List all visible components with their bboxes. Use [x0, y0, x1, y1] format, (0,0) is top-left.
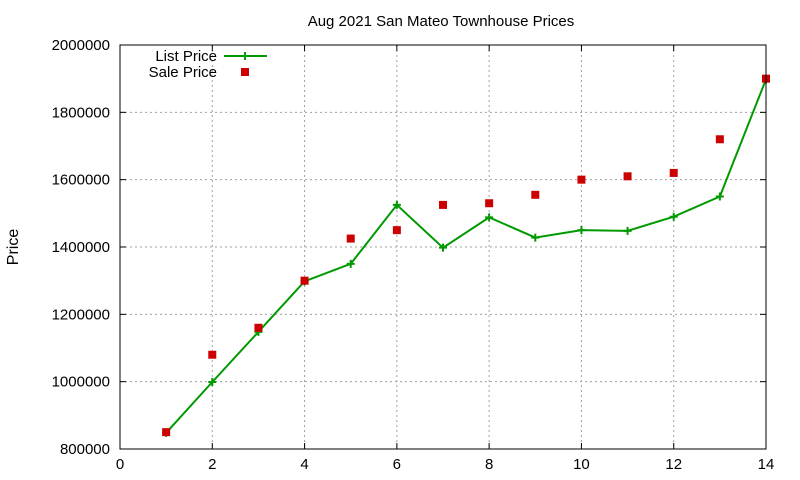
y-tick-label: 1000000 [52, 374, 110, 391]
x-tick-label: 0 [116, 456, 124, 473]
sale-price-point [392, 226, 401, 235]
x-tick-label: 8 [485, 456, 493, 473]
sale-price-point [577, 175, 586, 184]
y-tick-label: 1200000 [52, 306, 110, 323]
sale-price-point [208, 350, 217, 359]
sale-price-point [346, 234, 355, 243]
sale-price-point [162, 428, 171, 437]
plot-frame [119, 44, 767, 450]
list-price-point [392, 200, 401, 209]
x-tick-label: 12 [665, 456, 682, 473]
sale-price-point [439, 200, 447, 209]
sale-price-point [254, 323, 263, 332]
x-tick-label: 4 [300, 456, 308, 473]
list-price-point [346, 259, 355, 268]
sale-price-point [715, 135, 724, 144]
y-axis-label: Price [5, 229, 22, 266]
axis-ticks: 0 2 4 6 8 10 12 14 800000 1000000 1200000 1400000 16… [52, 37, 775, 473]
y-tick-label: 2000000 [52, 37, 110, 54]
sale-price-point [531, 190, 540, 199]
y-tick-label: 1800000 [52, 104, 110, 121]
sale-price-point [669, 168, 678, 177]
list-price-point [439, 243, 447, 252]
x-tick-label: 2 [208, 456, 216, 473]
x-tick-label: 10 [573, 456, 590, 473]
y-tick-label: 1600000 [52, 172, 110, 189]
list-price-line [165, 78, 767, 434]
list-price-point [669, 212, 678, 221]
chart-title: Aug 2021 San Mateo Townhouse Prices [308, 13, 575, 30]
list-price-point [577, 226, 586, 235]
sale-price-point [623, 172, 632, 181]
legend-marker-list-price [241, 52, 249, 60]
list-price-series [162, 75, 770, 437]
x-tick-label: 6 [393, 456, 401, 473]
list-price-point [208, 378, 217, 387]
list-price-point [531, 233, 540, 242]
legend-label-list-price: List Price [155, 48, 217, 65]
legend-label-sale-price: Sale Price [149, 64, 217, 81]
y-tick-label: 800000 [60, 441, 110, 458]
x-tick-label: 14 [758, 456, 775, 473]
y-tick-label: 1400000 [52, 239, 110, 256]
list-price-point [485, 213, 494, 222]
sale-price-point [485, 199, 494, 208]
list-price-point [623, 226, 632, 235]
legend-marker-sale-price [241, 68, 249, 76]
sale-price-point [300, 276, 309, 285]
list-price-point [715, 192, 724, 201]
